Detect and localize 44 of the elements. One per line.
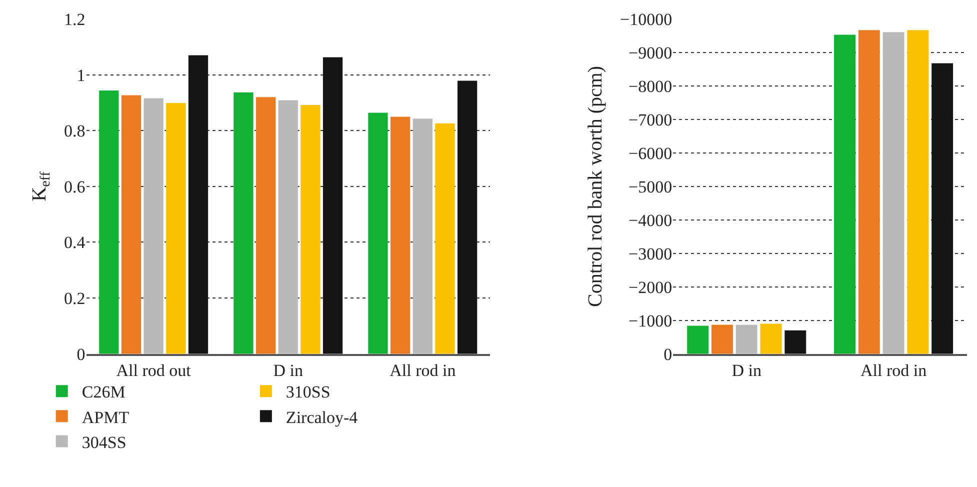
bar: [435, 123, 455, 354]
x-tick-label: All rod out: [116, 360, 192, 380]
y-tick-label: −5000: [628, 177, 672, 196]
y-tick-label: −3000: [628, 244, 672, 264]
bar: [300, 104, 320, 354]
bar: [144, 98, 164, 354]
bar: [99, 90, 119, 354]
y-tick-label: −6000: [628, 144, 672, 163]
x-tick-label: D in: [273, 360, 304, 380]
legend-label: 310SS: [286, 382, 330, 402]
bar: [121, 95, 142, 354]
y-tick-label: −4000: [628, 210, 672, 230]
y-tick-label: 0: [664, 344, 672, 364]
y-tick-label: −10000: [620, 10, 672, 29]
bar: [412, 118, 432, 354]
y-tick-label: 0.8: [64, 122, 86, 141]
x-tick-label: All rod in: [860, 360, 928, 380]
y-tick-label: 1.2: [64, 10, 86, 29]
y-tick-label: −8000: [628, 76, 672, 96]
y-tick-label: 0.6: [64, 177, 86, 196]
bar: [368, 112, 388, 354]
x-tick-label: D in: [732, 360, 762, 380]
y-tick-label: −9000: [628, 43, 672, 62]
y-tick-label: −7000: [628, 110, 672, 130]
bar: [457, 80, 478, 354]
y-tick-label: −1000: [628, 311, 672, 330]
legend-label: C26M: [82, 382, 126, 402]
y-tick-label: 0.4: [64, 233, 86, 252]
bar: [278, 100, 298, 354]
bar: [188, 55, 208, 354]
bar: [322, 57, 343, 354]
legend-label: APMT: [82, 408, 130, 427]
bar: [390, 116, 410, 354]
y-tick-label: 0.2: [64, 288, 86, 308]
y-tick-label: 0: [76, 344, 86, 364]
legend-label: 304SS: [82, 432, 126, 452]
y-tick-label: 1: [76, 66, 86, 85]
legend-label: Zircaloy-4: [286, 408, 358, 427]
bar: [256, 97, 276, 354]
x-tick-label: All rod in: [390, 360, 456, 380]
bar: [234, 92, 254, 354]
y-tick-label: −2000: [628, 278, 672, 297]
bar: [166, 103, 186, 354]
y-axis-title: Control rod bank worth (pcm): [584, 66, 607, 307]
